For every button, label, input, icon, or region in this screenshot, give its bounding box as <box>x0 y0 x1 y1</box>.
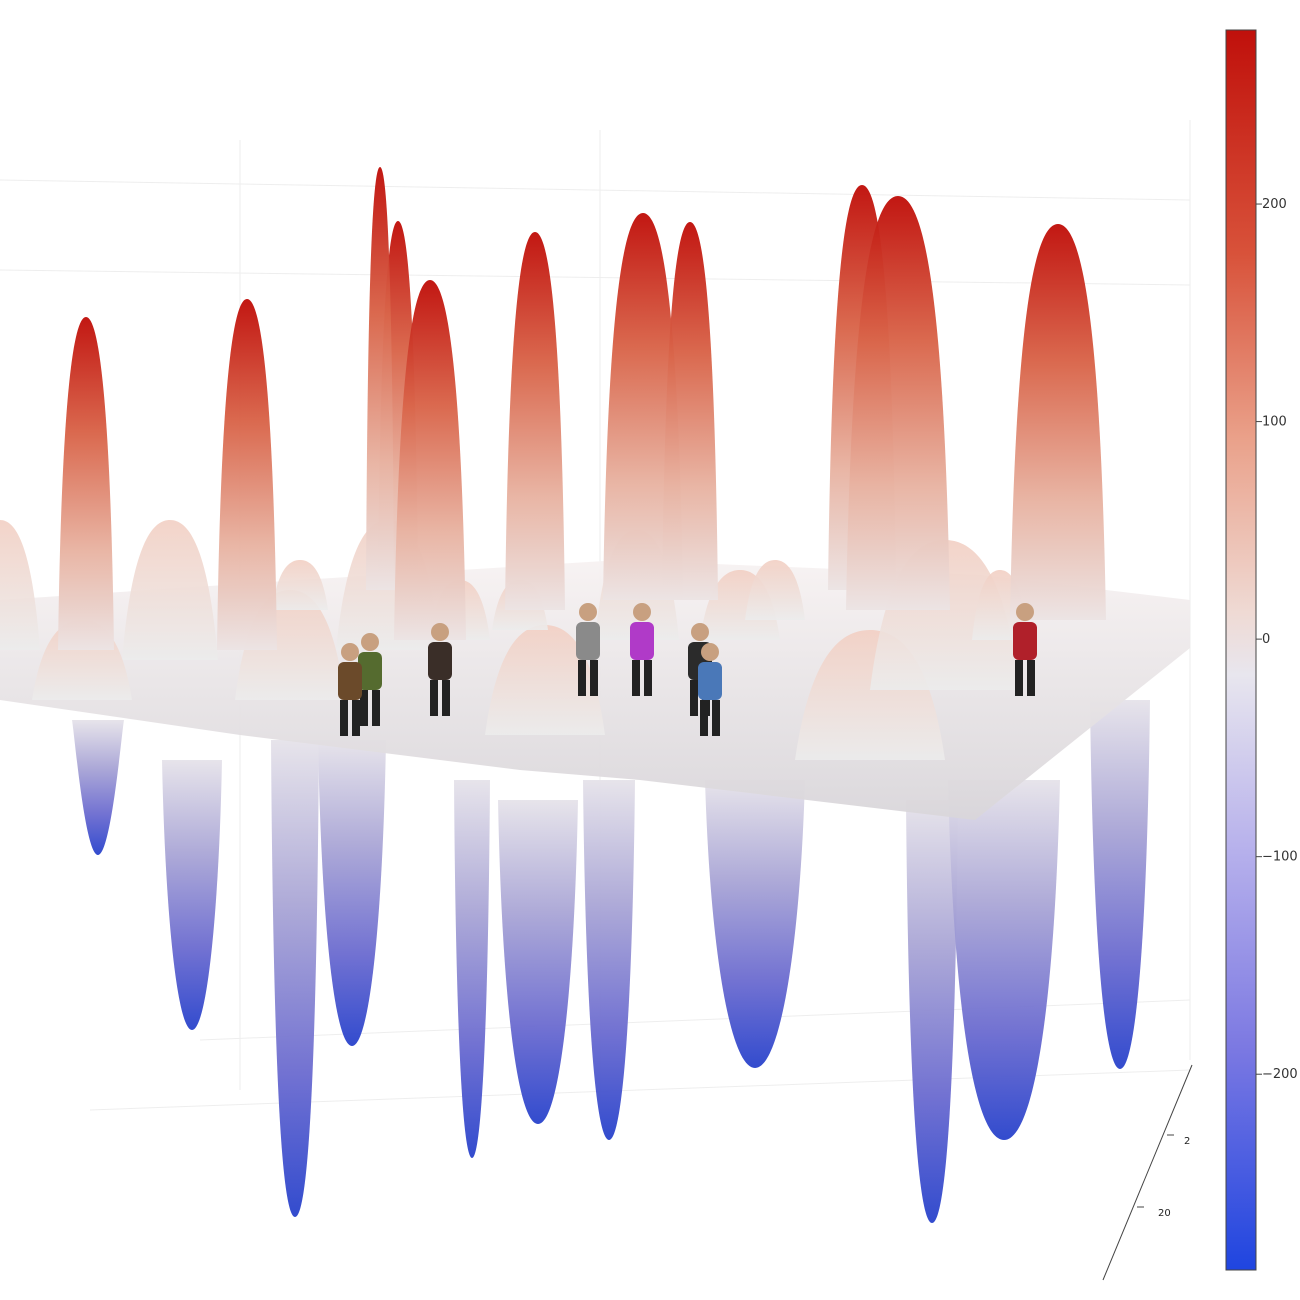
surface-trough <box>1090 700 1150 1069</box>
people-overlay <box>338 603 1037 736</box>
colorbar-tick-label: −200 <box>1262 1067 1298 1082</box>
surface-trough <box>705 780 805 1068</box>
surface-trough <box>498 800 578 1124</box>
surface-mound <box>0 520 40 650</box>
surface-trough <box>162 760 222 1030</box>
surface-mound <box>485 625 605 735</box>
surface-trough <box>583 780 635 1140</box>
person-figure <box>428 623 452 716</box>
person-figure <box>358 633 382 726</box>
colorbar-tick-label: −100 <box>1262 850 1298 865</box>
surface-mound <box>122 520 218 660</box>
person-figure <box>1013 603 1037 696</box>
surface-trough <box>72 720 124 855</box>
person-figure <box>698 643 722 736</box>
colorbar-tick-label: 0 <box>1262 632 1270 647</box>
surface-mound <box>745 560 805 620</box>
surface-trough <box>454 780 490 1158</box>
surface-peak <box>846 196 950 610</box>
colorbar-tick-label: 200 <box>1262 197 1287 212</box>
person-figure <box>338 643 362 736</box>
axis-tick-label: 2 <box>1184 1136 1190 1147</box>
surface-trough <box>906 800 958 1223</box>
person-figure <box>630 603 654 696</box>
colorbar-gradient <box>1225 29 1257 1271</box>
surface-peak <box>217 299 277 650</box>
surface-trough <box>948 780 1060 1140</box>
axis-tick-label: 20 <box>1158 1208 1171 1219</box>
surface-peak <box>1010 224 1106 620</box>
surface-mound <box>272 560 328 610</box>
surface-trough <box>318 740 386 1046</box>
scene-axis: 2 20 <box>1102 1064 1193 1281</box>
person-figure <box>576 603 600 696</box>
surface-peak <box>58 317 114 650</box>
surface-trough <box>271 740 319 1217</box>
surface-peak <box>505 232 565 610</box>
colorbar-tick-label: 100 <box>1262 415 1287 430</box>
surface-peak <box>366 167 394 590</box>
surface-peak <box>603 213 683 600</box>
surface-peak <box>662 222 718 600</box>
colorbar: 200 100 0 −100 −200 <box>1225 29 1298 1271</box>
surface-peak <box>394 280 466 640</box>
